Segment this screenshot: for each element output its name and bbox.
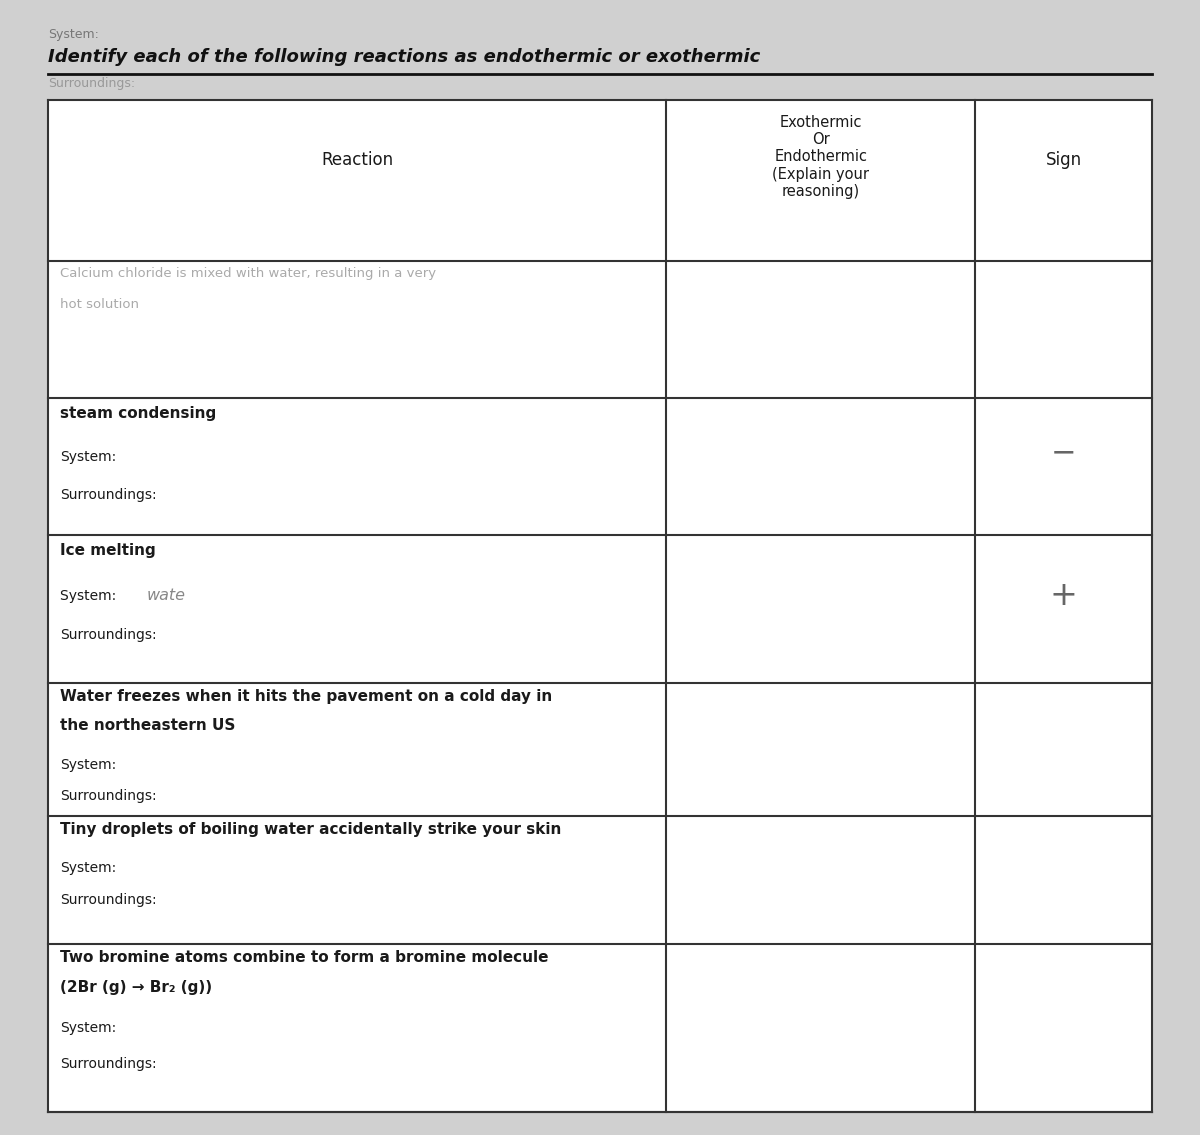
Text: System:: System: [48, 28, 98, 41]
Text: Tiny droplets of boiling water accidentally strike your skin: Tiny droplets of boiling water accidenta… [60, 822, 562, 836]
Text: −: − [1051, 439, 1076, 468]
Text: the northeastern US: the northeastern US [60, 718, 235, 733]
Text: Surroundings:: Surroundings: [48, 77, 136, 90]
Text: System:: System: [60, 861, 116, 875]
Text: Surroundings:: Surroundings: [60, 789, 157, 802]
Text: Two bromine atoms combine to form a bromine molecule: Two bromine atoms combine to form a brom… [60, 950, 548, 965]
Text: System:: System: [60, 758, 116, 772]
Text: System:: System: [60, 451, 116, 464]
Text: +: + [1050, 579, 1078, 612]
Text: wate: wate [146, 588, 186, 603]
Text: System:: System: [60, 589, 121, 603]
Text: Calcium chloride is mixed with water, resulting in a very: Calcium chloride is mixed with water, re… [60, 267, 436, 279]
Text: Exothermic
Or
Endothermic
(Explain your
reasoning): Exothermic Or Endothermic (Explain your … [773, 115, 869, 200]
Text: Ice melting: Ice melting [60, 544, 156, 558]
Text: Identify each of the following reactions as endothermic or exothermic: Identify each of the following reactions… [48, 48, 761, 66]
Text: Water freezes when it hits the pavement on a cold day in: Water freezes when it hits the pavement … [60, 689, 552, 704]
Text: Surroundings:: Surroundings: [60, 629, 157, 642]
Text: (2Br (g) → Br₂ (g)): (2Br (g) → Br₂ (g)) [60, 981, 212, 995]
Text: Surroundings:: Surroundings: [60, 893, 157, 907]
Text: steam condensing: steam condensing [60, 406, 216, 421]
Text: hot solution: hot solution [60, 299, 139, 311]
Text: System:: System: [60, 1022, 116, 1035]
Text: Surroundings:: Surroundings: [60, 1058, 157, 1071]
Text: Sign: Sign [1045, 151, 1081, 169]
Text: Reaction: Reaction [322, 151, 394, 169]
Text: Surroundings:: Surroundings: [60, 488, 157, 502]
